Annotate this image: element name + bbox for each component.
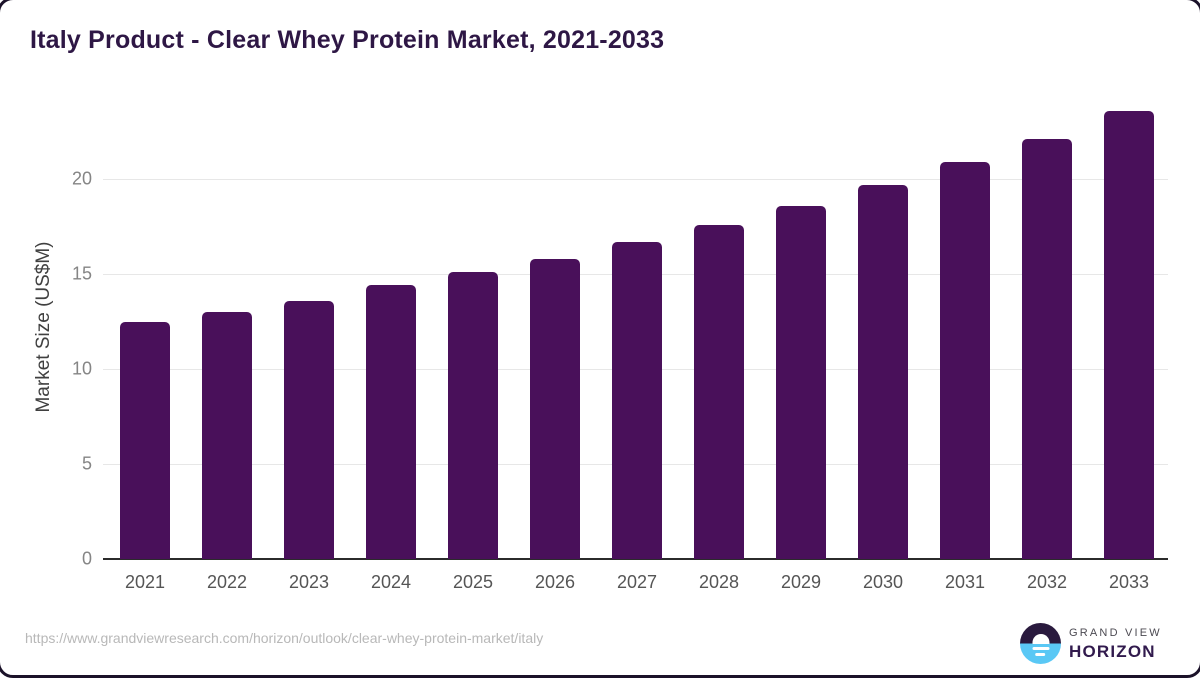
bar-2025 (448, 272, 498, 559)
bar-2031 (940, 161, 990, 559)
sun-reflection-line-icon (1032, 646, 1049, 650)
x-tick-label-2033: 2033 (1108, 572, 1150, 592)
plot-area: 0 5 10 15 20 2021 2022 2023 2024 2025 2026 2027 2028… (72, 100, 1168, 592)
x-tick-label-2029: 2029 (780, 572, 822, 592)
logo-product-line: HORIZON (1069, 641, 1156, 661)
bar-2030 (858, 184, 908, 559)
source-url: https://www.grandviewresearch.com/horizo… (25, 630, 544, 646)
x-tick-label-2023: 2023 (288, 572, 330, 592)
y-tick-label-10: 10 (71, 358, 92, 379)
x-tick-label-2025: 2025 (452, 572, 494, 592)
x-tick-label-2024: 2024 (370, 572, 412, 592)
horizon-sun-icon (1020, 623, 1061, 664)
x-tick-label-2021: 2021 (124, 572, 166, 592)
bar-2032 (1022, 139, 1072, 559)
bar-2023 (284, 300, 334, 559)
y-tick-label-20: 20 (71, 168, 92, 189)
logo-brand-line: GRAND VIEW (1069, 626, 1162, 639)
bar-2029 (776, 205, 826, 559)
x-axis-line (103, 558, 1168, 560)
gv-logo-text: GRAND VIEW HORIZON (1069, 626, 1162, 661)
x-tick-label-2031: 2031 (944, 572, 986, 592)
y-gridline-20 (103, 179, 1168, 180)
bar-2027 (612, 241, 662, 559)
chart-title: Italy Product - Clear Whey Protein Marke… (30, 26, 665, 54)
y-tick-label-5: 5 (81, 453, 92, 474)
sun-reflection-line2-icon (1034, 652, 1045, 656)
bar-2033 (1104, 110, 1154, 559)
bar-2024 (366, 285, 416, 559)
bar-2026 (530, 258, 580, 559)
bar-2022 (202, 312, 252, 559)
sun-dome-icon (1032, 633, 1049, 644)
x-tick-label-2032: 2032 (1026, 572, 1068, 592)
x-tick-label-2022: 2022 (206, 572, 248, 592)
x-tick-label-2026: 2026 (534, 572, 576, 592)
gv-logo: GRAND VIEW HORIZON (1020, 623, 1162, 664)
x-tick-label-2030: 2030 (862, 572, 904, 592)
bar-2028 (694, 224, 744, 559)
y-tick-label-15: 15 (71, 263, 92, 284)
y-axis-title: Market Size (US$M) (33, 241, 54, 413)
bar-2021 (120, 321, 170, 559)
y-tick-label-0: 0 (81, 548, 92, 569)
x-tick-label-2027: 2027 (616, 572, 658, 592)
x-tick-label-2028: 2028 (698, 572, 740, 592)
